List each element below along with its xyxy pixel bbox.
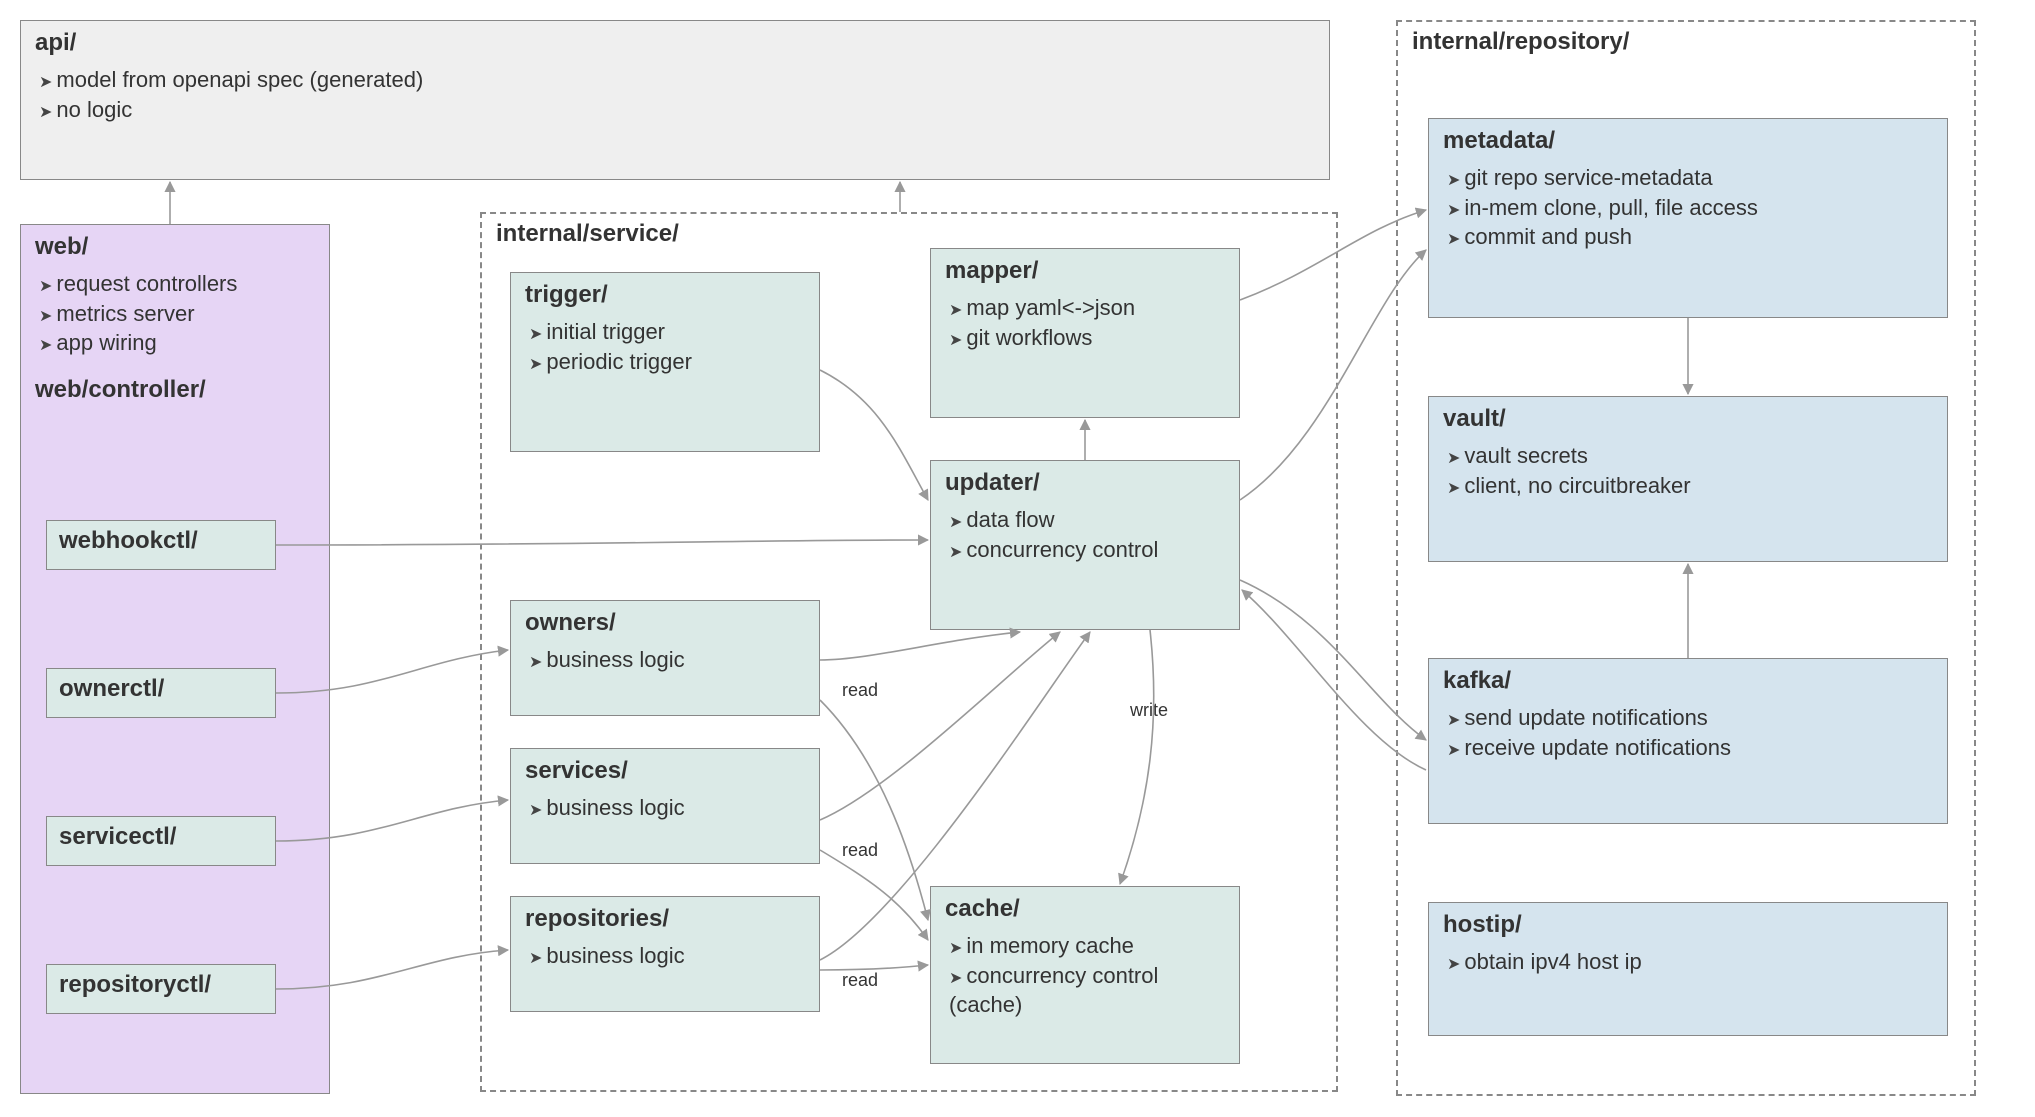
hostip-box: hostip/ obtain ipv4 host ip: [1428, 902, 1948, 1036]
repositories-box: repositories/ business logic: [510, 896, 820, 1012]
cache-box: cache/ in memory cacheconcurrency contro…: [930, 886, 1240, 1064]
kafka-box: kafka/ send update notificationsreceive …: [1428, 658, 1948, 824]
repositoryctl-box: repositoryctl/: [46, 964, 276, 1014]
web-title: web/: [35, 233, 315, 261]
updater-box: updater/ data flowconcurrency control: [930, 460, 1240, 630]
owners-box: owners/ business logic: [510, 600, 820, 716]
web-items: request controllers metrics server app w…: [35, 269, 315, 358]
servicectl-box: servicectl/: [46, 816, 276, 866]
services-box: services/ business logic: [510, 748, 820, 864]
edge-label-write: write: [1130, 700, 1168, 721]
service-title: internal/service/: [496, 220, 1322, 248]
api-items: model from openapi spec (generated) no l…: [35, 65, 1315, 124]
webhookctl-box: webhookctl/: [46, 520, 276, 570]
ownerctl-box: ownerctl/: [46, 668, 276, 718]
edge-label-read3: read: [842, 970, 878, 991]
metadata-box: metadata/ git repo service-metadatain-me…: [1428, 118, 1948, 318]
api-box: api/ model from openapi spec (generated)…: [20, 20, 1330, 180]
edge-label-read1: read: [842, 680, 878, 701]
mapper-box: mapper/ map yaml<->jsongit workflows: [930, 248, 1240, 418]
web-controller-title: web/controller/: [35, 376, 315, 404]
repo-title: internal/repository/: [1412, 28, 1960, 56]
edge-label-read2: read: [842, 840, 878, 861]
vault-box: vault/ vault secretsclient, no circuitbr…: [1428, 396, 1948, 562]
api-title: api/: [35, 29, 1315, 57]
trigger-box: trigger/ initial triggerperiodic trigger: [510, 272, 820, 452]
